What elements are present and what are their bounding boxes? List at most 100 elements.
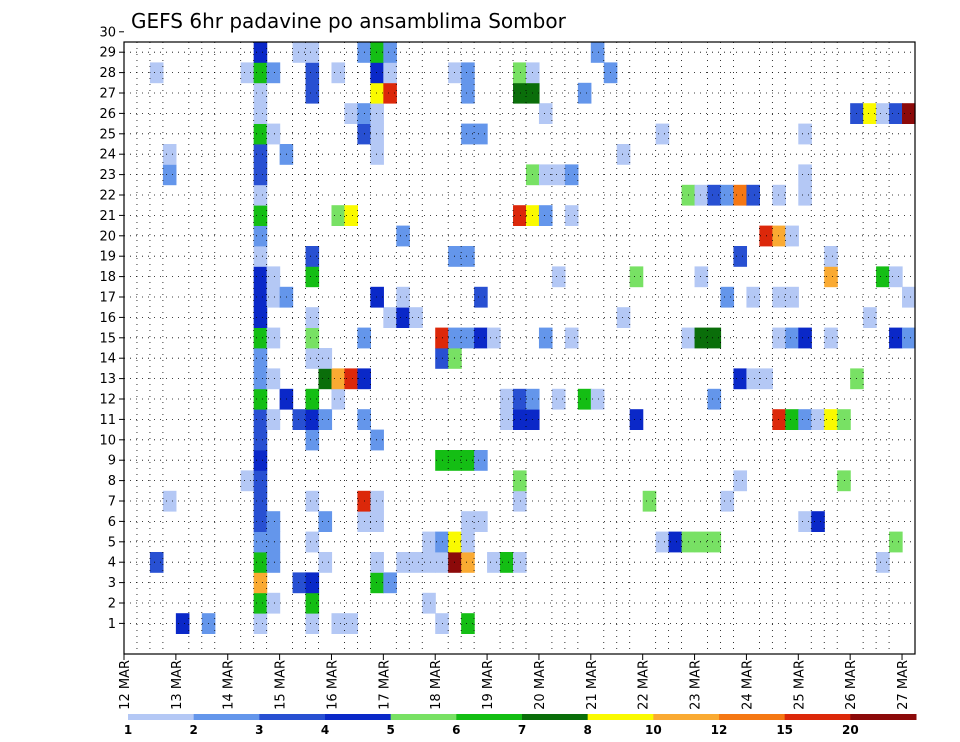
y-tick-label: 30 (99, 25, 116, 40)
heatmap-cell (370, 82, 384, 104)
heatmap-cell (798, 184, 812, 206)
heatmap-cell (266, 368, 281, 390)
heatmap-cell (266, 286, 281, 308)
heatmap-cell (253, 327, 268, 349)
heatmap-cell (474, 123, 488, 145)
heatmap-cell (266, 123, 281, 145)
heatmap-cell (474, 327, 488, 349)
heatmap-cell (305, 409, 320, 430)
y-tick-label: 7 (108, 495, 116, 510)
heatmap-cell (513, 552, 527, 573)
colorbar-label: 20 (842, 723, 859, 737)
heatmap-cell (396, 552, 410, 573)
heatmap-cell (331, 205, 346, 226)
heatmap-cell (461, 82, 475, 104)
heatmap-cell (500, 409, 514, 430)
colorbar-swatch (456, 714, 523, 720)
heatmap-cell (435, 450, 449, 471)
heatmap-cell (461, 511, 475, 532)
heatmap-cell (772, 409, 786, 430)
heatmap-cell (538, 205, 553, 226)
heatmap-cell (305, 531, 320, 553)
heatmap-cell (396, 307, 410, 328)
heatmap-cell (461, 123, 475, 145)
y-tick-label: 13 (99, 372, 116, 387)
colorbar-swatch (587, 714, 654, 720)
heatmap-cell (551, 266, 566, 288)
x-axis: 12 MAR 13 MAR 14 MAR 15 MAR 16 MAR 17 MAR 18 M… (118, 654, 911, 710)
x-tick-label: 18 MAR (429, 660, 444, 710)
heatmap-cell (798, 409, 812, 430)
heatmap-cell (370, 62, 384, 84)
heatmap-cell (461, 450, 475, 471)
x-tick-label: 23 MAR (689, 660, 704, 710)
colorbar-label: 7 (518, 723, 526, 737)
heatmap-cell (253, 246, 268, 267)
heatmap-cell (513, 62, 527, 84)
heatmap-cell (253, 531, 268, 553)
x-tick-label: 19 MAR (481, 660, 496, 710)
heatmap-cell (370, 42, 384, 63)
colorbar-label: 2 (189, 723, 197, 737)
heatmap-cell (305, 592, 320, 614)
heatmap-cell (305, 572, 320, 594)
heatmap-cell (370, 552, 384, 573)
y-tick-label: 2 (108, 597, 116, 612)
heatmap-cell (266, 511, 281, 532)
heatmap-cell (409, 552, 423, 573)
heatmap-cell (889, 327, 903, 349)
heatmap-cell (513, 490, 527, 512)
heatmap-cell (642, 490, 657, 512)
heatmap-cell (318, 552, 333, 573)
colorbar-swatch (390, 714, 457, 720)
heatmap-cell (266, 552, 281, 573)
heatmap-cell (253, 286, 268, 308)
colorbar-swatch (259, 714, 326, 720)
heatmap-cell (733, 368, 748, 390)
colorbar-swatch (193, 714, 260, 720)
heatmap-cell (253, 592, 268, 614)
x-tick-label: 17 MAR (377, 660, 392, 710)
heatmap-cell (240, 62, 255, 84)
heatmap-cell (837, 409, 851, 430)
x-tick-label: 25 MAR (792, 660, 807, 710)
heatmap-cell (798, 511, 812, 532)
heatmap-cell (305, 42, 320, 63)
colorbar-swatch (784, 714, 851, 720)
heatmap-cell (616, 144, 631, 165)
x-tick-label: 13 MAR (170, 660, 185, 710)
heatmap-cell (370, 429, 384, 451)
heatmap-cell (253, 613, 268, 634)
heatmap-cell (500, 388, 514, 410)
y-tick-label: 20 (99, 229, 116, 244)
y-tick-label: 23 (99, 168, 116, 183)
heatmap-cell (253, 450, 268, 471)
heatmap-cell (811, 511, 825, 532)
heatmap-cell (253, 388, 268, 410)
chart-title: GEFS 6hr padavine po ansamblima Sombor (131, 9, 567, 33)
y-tick-label: 14 (99, 352, 116, 367)
heatmap-cell (772, 286, 786, 308)
colorbar-swatch (719, 714, 786, 720)
heatmap-cell (266, 266, 281, 288)
heatmap-cell (707, 184, 722, 206)
heatmap-cell (513, 205, 527, 226)
heatmap-cell (798, 327, 812, 349)
heatmap-cell (474, 286, 488, 308)
colorbar-label: 12 (711, 723, 728, 737)
heatmap-cell (162, 490, 177, 512)
heatmap-cell (538, 103, 553, 124)
y-tick-label: 18 (99, 270, 116, 285)
heatmap-cell (305, 388, 320, 410)
heatmap-cell (902, 286, 916, 308)
heatmap-cell (474, 450, 488, 471)
heatmap-cell (305, 307, 320, 328)
y-tick-label: 22 (99, 189, 116, 204)
heatmap-cell (318, 348, 333, 369)
heatmap-cell (629, 409, 644, 430)
x-tick-label: 27 MAR (896, 660, 911, 710)
y-tick-label: 15 (99, 331, 116, 346)
y-tick-label: 21 (99, 209, 116, 224)
y-tick-label: 3 (108, 576, 116, 591)
